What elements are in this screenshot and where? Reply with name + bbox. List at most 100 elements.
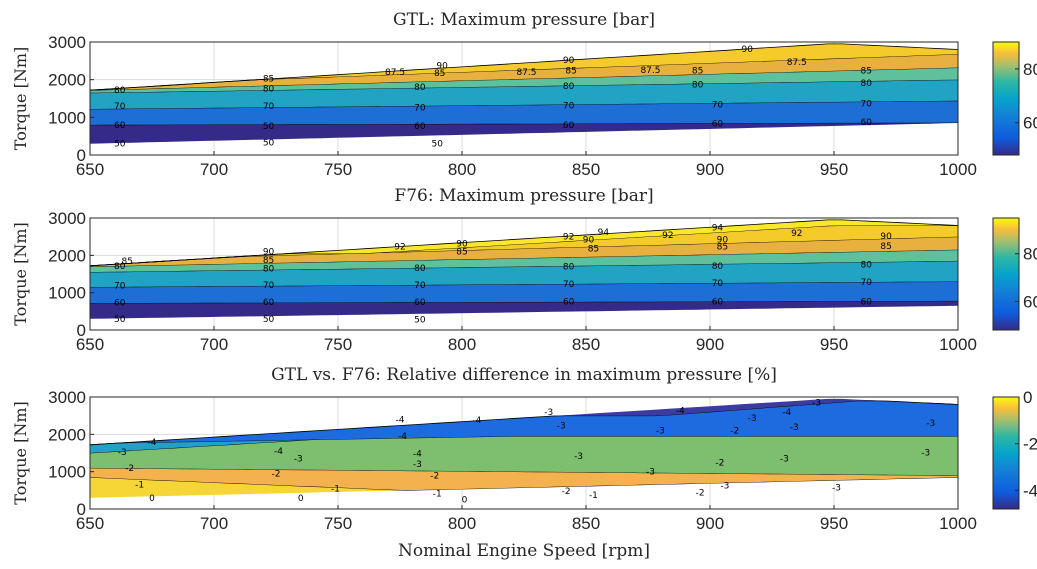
- contour-label: -3: [748, 414, 757, 424]
- colorbar-tick-label: 60: [1023, 114, 1037, 133]
- contour-label: 85: [565, 67, 576, 77]
- contour-band: [90, 225, 958, 266]
- contour-label: -3: [646, 468, 655, 478]
- contour-label: -4: [274, 447, 283, 457]
- x-tick-label: 950: [820, 335, 848, 354]
- y-tick-label: 3000: [48, 388, 86, 407]
- axes-frame: [89, 41, 959, 156]
- colorbar-tick-label: 60: [1023, 292, 1037, 311]
- contour-label: -4: [472, 416, 481, 426]
- y-tick-label: 0: [77, 500, 86, 519]
- axes-frame: [89, 396, 959, 510]
- contour-label: 60: [563, 298, 575, 308]
- contour-label: -1: [331, 484, 340, 494]
- contour-label: -3: [926, 419, 935, 429]
- contour-label: 87.5: [640, 66, 660, 76]
- contour-label: 80: [114, 262, 126, 272]
- x-tick-label: 950: [820, 514, 848, 533]
- contour-band: [90, 260, 958, 288]
- contour-label: 50: [114, 315, 126, 325]
- contour-label: 80: [563, 82, 575, 92]
- contour-line: [89, 43, 959, 91]
- x-tick-label: 1000: [939, 514, 977, 533]
- x-tick-label: 650: [76, 160, 104, 179]
- contour-band: [90, 67, 958, 93]
- contour-label: 60: [563, 121, 575, 131]
- contour-label: 90: [263, 248, 275, 258]
- contour-label: 90: [880, 232, 892, 242]
- contour-label: -3: [557, 422, 566, 432]
- x-tick-label: 900: [696, 514, 724, 533]
- contour-label: -2: [696, 489, 705, 499]
- x-tick-label: 850: [572, 514, 600, 533]
- contour-band: [90, 300, 958, 319]
- contour-label: 0: [462, 495, 468, 505]
- chart-panel-3: -4-3-2-10-4-3-2-10-4-4-4-3-2-10-4-3-3-3-…: [11, 365, 1037, 561]
- contour-label: -4: [396, 415, 405, 425]
- contour-label: 60: [712, 298, 724, 308]
- contour-label: 70: [114, 282, 126, 292]
- contour-band: [90, 477, 958, 498]
- contour-label: 94: [598, 228, 610, 238]
- contour-label: -3: [780, 455, 789, 465]
- contour-label: 87.5: [385, 68, 405, 78]
- contour-band: [90, 400, 958, 445]
- x-tick-label: 900: [696, 335, 724, 354]
- x-tick-label: 650: [76, 335, 104, 354]
- x-axis-label: Nominal Engine Speed [rpm]: [398, 541, 650, 561]
- colorbar-tick-label: 80: [1023, 60, 1037, 79]
- contour-label: -2: [430, 471, 439, 481]
- y-tick-label: 2000: [48, 71, 86, 90]
- x-tick-label: 700: [200, 514, 228, 533]
- x-tick-label: 750: [324, 335, 352, 354]
- x-tick-label: 900: [696, 160, 724, 179]
- contour-label: 80: [712, 262, 724, 272]
- contour-line: [89, 219, 959, 267]
- contour-label: 85: [456, 248, 467, 258]
- contour-label: 80: [414, 264, 426, 274]
- contour-label: -3: [832, 483, 841, 493]
- contour-label: 50: [263, 139, 275, 149]
- contour-label: 70: [861, 278, 873, 288]
- y-tick-label: 3000: [48, 209, 86, 228]
- contour-label: 50: [114, 140, 126, 150]
- x-tick-label: 700: [200, 335, 228, 354]
- contour-label: -2: [730, 427, 739, 437]
- contour-label: -4: [398, 432, 407, 442]
- contour-label: -3: [544, 408, 553, 418]
- contour-label: -3: [118, 448, 127, 458]
- y-tick-label: 1000: [48, 108, 86, 127]
- contour-label: 90: [741, 45, 753, 55]
- contour-label: -1: [135, 480, 144, 490]
- contour-label: -2: [562, 487, 571, 497]
- y-tick-label: 2000: [48, 246, 86, 265]
- contour-label: 85: [121, 257, 132, 267]
- contour-label: 85: [692, 67, 703, 77]
- contour-label: -3: [790, 423, 799, 433]
- y-tick-label: 0: [77, 146, 86, 165]
- contour-label: 90: [583, 235, 595, 245]
- x-tick-label: 800: [448, 160, 476, 179]
- contour-label: -2: [715, 458, 724, 468]
- contour-label: 70: [712, 279, 724, 289]
- contour-label: 87.5: [516, 68, 536, 78]
- y-tick-label: 3000: [48, 33, 86, 52]
- contour-label: 60: [414, 298, 426, 308]
- x-tick-label: 700: [200, 160, 228, 179]
- contour-label: 85: [861, 66, 872, 76]
- chart-title: GTL: Maximum pressure [bar]: [393, 10, 655, 30]
- contour-label: 92: [791, 229, 802, 239]
- contour-label: -3: [921, 448, 930, 458]
- y-tick-label: 0: [77, 321, 86, 340]
- contour-label: 80: [263, 264, 275, 274]
- colorbar-tick-label: 80: [1023, 245, 1037, 264]
- contour-label: -4: [782, 408, 791, 418]
- chart-title: F76: Maximum pressure [bar]: [394, 186, 653, 206]
- contour-label: 85: [434, 69, 445, 79]
- y-axis-label: Torque [Nm]: [11, 222, 30, 325]
- contour-label: 70: [563, 102, 575, 112]
- colorbar-tick-label: -2: [1023, 435, 1037, 454]
- contour-label: 80: [861, 260, 873, 270]
- contour-label: 50: [263, 315, 275, 325]
